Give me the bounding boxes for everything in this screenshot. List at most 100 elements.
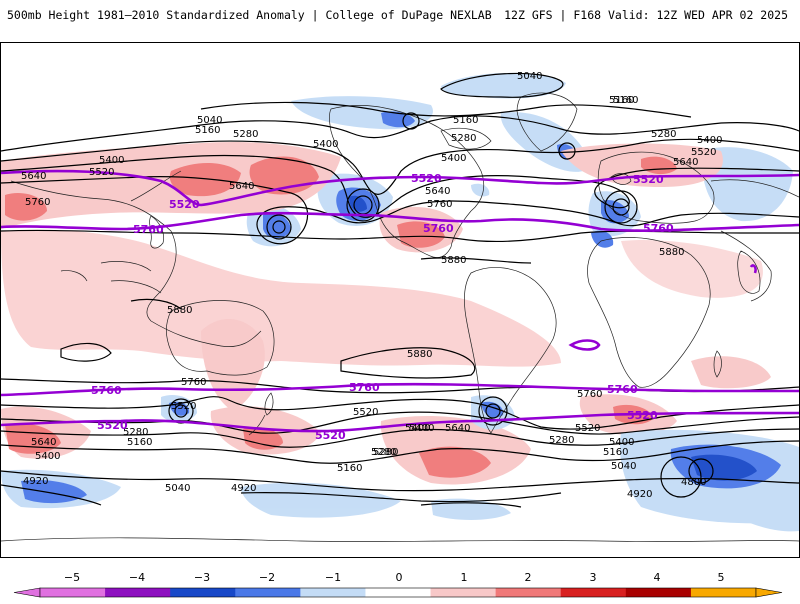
contour-label: 5280 [123,427,148,438]
contour-label: 5520 [89,167,114,178]
colorbar-tick-label: 0 [396,571,403,584]
header-bar: 500mb Height 1981–2010 Standardized Anom… [0,0,800,28]
contour-label: 5040 [611,461,636,472]
anomaly-positive [397,221,445,248]
contour-label-highlight: 5520 [97,419,128,432]
contour-label: 5160 [609,95,634,106]
contour-label: 5520 [353,407,378,418]
contour-label: 5280 [371,447,396,458]
colorbar-tick-label: 4 [654,571,661,584]
contour-label: 5160 [127,437,152,448]
run-info: 12Z GFS | F168 Valid: 12Z WED APR 02 202… [504,8,788,22]
anomaly-negative [21,479,87,504]
contour-label: 5160 [195,125,220,136]
contour-label-highlight: 5760 [349,381,380,394]
contour-label: 5280 [549,435,574,446]
contour-label-highlight: 5520 [169,198,200,211]
contour-label: 5400 [409,423,434,434]
contour-label: 5160 [337,463,362,474]
contour-label: 5880 [441,255,466,266]
contour-label: 5400 [99,155,124,166]
contour-label-highlight: 5760 [423,222,454,235]
contour-label: 5280 [233,129,258,140]
contour-5520-north [1,169,799,207]
highlighted-contours [1,169,799,433]
contour-label: 5640 [673,157,698,168]
colorbar-swatch [690,588,757,597]
colorbar-swatch [560,588,627,597]
colorbar-swatch [365,588,432,597]
colorbar-tick-label: −5 [64,571,80,584]
south-america-coast [464,267,557,434]
colorbar-tick-label: −1 [325,571,341,584]
anomaly-negative [381,111,415,128]
contour-label: 5400 [441,153,466,164]
contour-label: 5400 [313,139,338,150]
map-canvas: 5040 5160 5040 5160 5280 5400 5400 5520 … [1,71,799,542]
anomaly-negative [349,195,367,212]
contour-label: 5520 [575,423,600,434]
contour-label: 5880 [167,305,192,316]
colorbar-tick-label: −4 [129,571,145,584]
colorbar: −5 −4 −3 −2 −1 0 1 2 3 4 5 [0,568,800,600]
contour-5520-south [1,411,799,433]
contour-label: 5160 [603,447,628,458]
highlight-labels: 5520 5760 5520 5760 5520 5760 5760 5760 … [91,172,674,442]
contour-label: 5640 [21,171,46,182]
map-title: 500mb Height 1981–2010 Standardized Anom… [7,8,492,22]
contour-label-highlight: 5760 [643,222,674,235]
anomaly-map[interactable]: 5040 5160 5040 5160 5280 5400 5400 5520 … [0,42,800,558]
contour-label: 5880 [659,247,684,258]
colorbar-tick-label: 1 [461,571,468,584]
colorbar-swatch [495,588,562,597]
anomaly-positive [419,446,491,478]
contour-5880-south-atlantic [568,339,601,351]
anomaly-positive [1,229,561,367]
contour-label: 5640 [31,437,56,448]
anomaly-positive [169,162,241,197]
colorbar-swatch [105,588,171,597]
contour-label: 5880 [407,349,432,360]
colorbar-swatch [300,588,366,597]
anomaly-negative [701,147,793,222]
contour-label: 5760 [25,197,50,208]
contour-label: 5640 [229,181,254,192]
africa-coast [587,237,711,388]
contour-label: 5640 [425,186,450,197]
contour-label: 5520 [171,401,196,412]
greenland-coast [516,92,578,152]
contour-label-highlight: 5520 [633,173,664,186]
contour-label: 4920 [231,483,256,494]
colorbar-swatch [170,588,236,597]
contour-label: 5280 [651,129,676,140]
colorbar-tick-label: 3 [590,571,597,584]
colorbar-swatch [625,588,692,597]
australia-coast [166,300,275,376]
contour-label: 5400 [697,135,722,146]
anomaly-negative [241,482,401,518]
contour-label: 5640 [445,423,470,434]
contour-label: 5760 [181,377,206,388]
colorbar-tick-label: −3 [194,571,210,584]
colorbar-graphic: −5 −4 −3 −2 −1 0 1 2 3 4 5 [13,571,783,598]
contour-label-highlight: 5520 [627,409,658,422]
colorbar-swatches [13,587,783,598]
anomaly-positive [201,318,265,411]
contour-5760-north [1,211,799,232]
contour-label: 5040 [517,71,542,82]
contour-label: 5520 [691,147,716,158]
colorbar-right-arrow [755,587,783,598]
colorbar-swatch [235,588,301,597]
colorbar-tick-label: 5 [718,571,725,584]
anomaly-shading [1,72,799,532]
anomaly-positive [621,239,763,298]
contour-label: 5040 [197,115,222,126]
anomaly-positive [691,356,771,389]
contour-label: 4920 [627,489,652,500]
contour-label: 5400 [405,423,430,434]
coastlines [1,92,799,542]
contour-label: 5280 [451,133,476,144]
colorbar-tick-label: −2 [259,571,275,584]
contour-labels: 5040 5160 5040 5160 5280 5400 5400 5520 … [21,71,722,500]
contour-label: 5760 [577,389,602,400]
